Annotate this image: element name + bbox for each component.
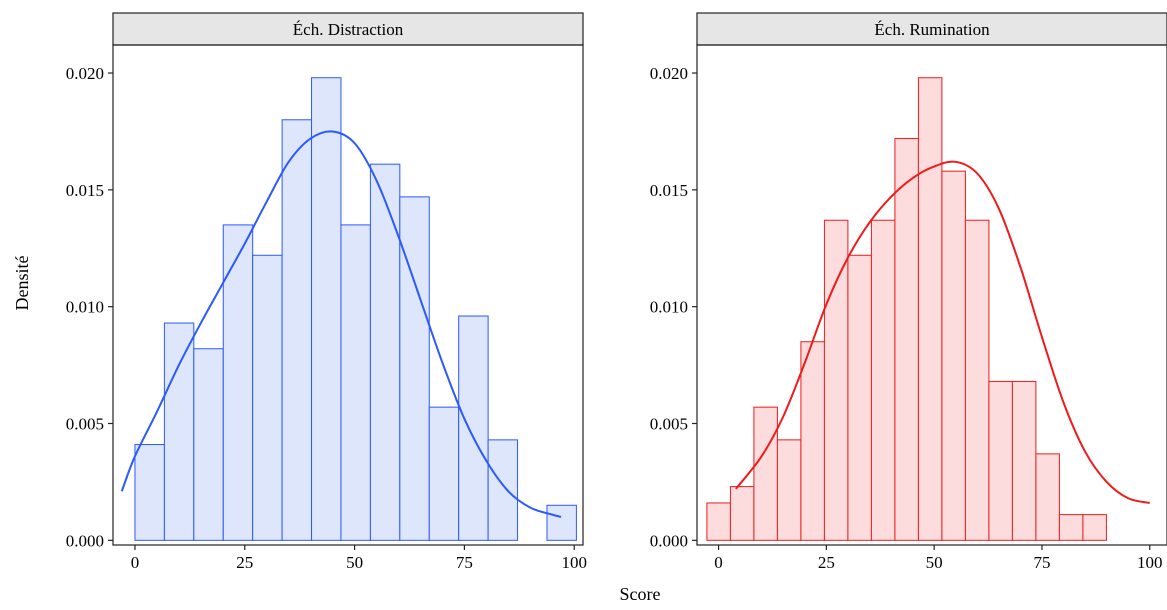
histogram-bar xyxy=(1011,380,1037,541)
x-tick-label: 100 xyxy=(1137,553,1163,572)
x-axis-title: Score xyxy=(620,584,661,604)
histogram-bar xyxy=(281,119,313,541)
histogram-bar xyxy=(399,196,430,541)
x-tick-label: 0 xyxy=(714,553,723,572)
histogram-bar xyxy=(800,341,825,541)
histogram-bar xyxy=(222,224,254,541)
x-tick-label: 75 xyxy=(456,553,473,572)
plot-border xyxy=(696,44,1167,546)
x-tick-label: 25 xyxy=(236,553,253,572)
histogram-bar xyxy=(776,439,802,541)
y-tick-label: 0.020 xyxy=(650,64,688,83)
histogram-bar xyxy=(311,77,342,541)
histogram-bar xyxy=(988,380,1013,541)
histogram-bar xyxy=(870,219,896,541)
x-tick-label: 50 xyxy=(926,553,943,572)
histogram-bar xyxy=(340,224,371,541)
y-axis-title: Densité xyxy=(12,255,32,310)
histogram-bar xyxy=(941,170,966,541)
y-tick-label: 0.020 xyxy=(66,64,104,83)
plot-border xyxy=(112,44,584,546)
panel-rumination: Éch. Rumination 0.000 0.005 0.010 0.015 0.020… xyxy=(650,12,1167,572)
histogram-bar xyxy=(428,406,460,541)
x-tick-label: 25 xyxy=(818,553,835,572)
histogram-bar xyxy=(894,137,919,541)
y-tick-label: 0.005 xyxy=(650,415,688,434)
y-tick-label: 0.000 xyxy=(66,531,104,550)
histogram-bar xyxy=(163,322,195,541)
y-tick-label: 0.010 xyxy=(650,298,688,317)
histogram-bar xyxy=(546,504,577,541)
y-tick-label: 0.000 xyxy=(650,531,688,550)
histogram-bar xyxy=(917,77,943,541)
density-curve xyxy=(735,160,1150,504)
panel-title: Éch. Distraction xyxy=(293,20,404,39)
histogram-bar xyxy=(847,254,872,541)
x-tick-label: 75 xyxy=(1033,553,1050,572)
histogram-bar xyxy=(1058,514,1084,541)
x-tick-label: 100 xyxy=(561,553,587,572)
y-tick-label: 0.015 xyxy=(66,181,104,200)
histogram-bar xyxy=(706,502,731,541)
histogram-bar xyxy=(193,348,224,541)
histogram-bars xyxy=(134,77,577,541)
panel-title: Éch. Rumination xyxy=(874,20,990,39)
histogram-bar xyxy=(964,219,990,541)
histogram-bars xyxy=(706,77,1107,541)
x-tick-label: 50 xyxy=(346,553,363,572)
histogram-bar xyxy=(458,315,489,541)
y-tick-label: 0.015 xyxy=(650,181,688,200)
histogram-bar xyxy=(487,439,519,541)
histogram-bar xyxy=(252,254,283,541)
histogram-bar xyxy=(369,163,401,541)
y-tick-label: 0.005 xyxy=(66,415,104,434)
histogram-bar xyxy=(1035,453,1060,541)
panel-strip xyxy=(112,12,584,46)
histogram-bar xyxy=(729,486,755,541)
histogram-bar xyxy=(753,406,778,541)
panel-distraction: Éch. Distraction 0.000 0.005 0.010 0.015 0.02… xyxy=(66,12,587,572)
histogram-bar xyxy=(1082,514,1107,541)
histogram-bar xyxy=(134,444,165,541)
panel-strip xyxy=(696,12,1167,46)
density-curve xyxy=(120,130,562,518)
x-tick-label: 0 xyxy=(131,553,140,572)
y-tick-label: 0.010 xyxy=(66,298,104,317)
histogram-bar xyxy=(823,219,849,541)
